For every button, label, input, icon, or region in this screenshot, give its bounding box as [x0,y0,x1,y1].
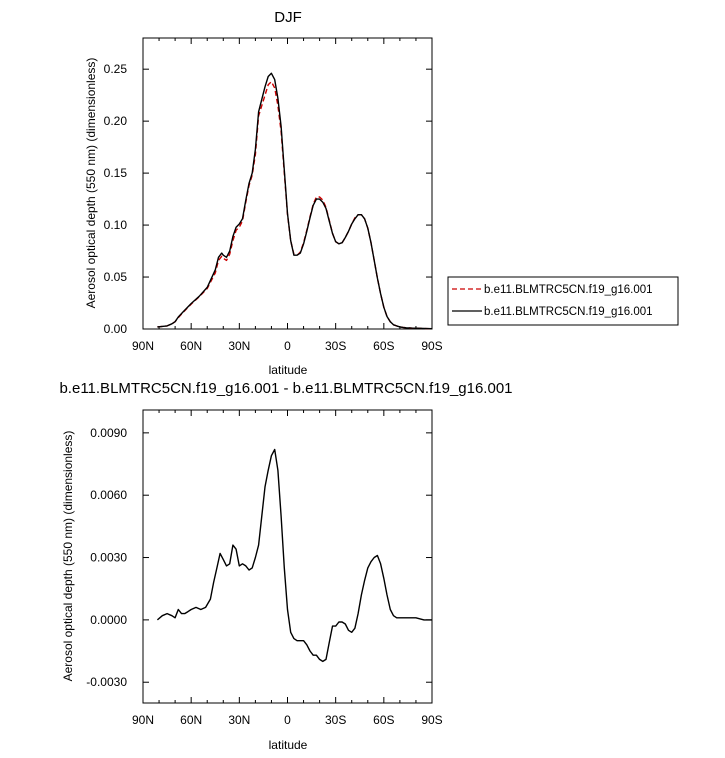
top-xtick-label: 30S [325,339,346,353]
bottom-xtick-label: 30N [228,713,250,727]
top-xtick-label: 60S [373,339,394,353]
bottom-xtick-label: 60S [373,713,394,727]
top-xtick-label: 30N [228,339,250,353]
legend-label-series-1: b.e11.BLMTRC5CN.f19_g16.001 [484,284,653,296]
top-plot-frame [142,37,433,330]
bottom-chart-title: b.e11.BLMTRC5CN.f19_g16.001 - b.e11.BLMT… [59,380,512,397]
top-x-axis-label: latitude [269,363,308,377]
top-ytick-label: 0.05 [104,270,128,284]
bottom-ytick-label: 0.0060 [90,488,127,502]
legend: b.e11.BLMTRC5CN.f19_g16.001 b.e11.BLMTRC… [447,276,679,326]
top-y-axis-label: Aerosol optical depth (550 nm) (dimensio… [84,58,98,309]
top-xtick-label: 0 [284,339,291,353]
bottom-xtick-label: 30S [325,713,346,727]
bottom-ytick-label: 0.0090 [90,426,127,440]
bottom-ytick-label: 0.0000 [90,613,127,627]
bottom-xtick-label: 90N [132,713,154,727]
top-ytick-label: 0.15 [104,166,128,180]
bottom-xtick-label: 0 [284,713,291,727]
top-panel: DJF 0.00 0.05 0.10 0.15 0.20 0.25 90N 60N 30N 0 3… [84,9,443,377]
legend-box [447,276,679,326]
top-series-2-line [157,72,433,330]
bottom-ytick-label: 0.0030 [90,551,127,565]
top-series-1-line [157,80,433,330]
top-ytick-label: 0.20 [104,114,128,128]
bottom-y-axis-label: Aerosol optical depth (550 nm) (dimensio… [61,431,75,682]
legend-label-series-2: b.e11.BLMTRC5CN.f19_g16.001 [484,306,653,318]
bottom-ytick-label: -0.0030 [86,675,127,689]
top-ytick-label: 0.25 [104,62,128,76]
bottom-series-1-line [156,448,432,663]
top-xtick-label: 60N [180,339,202,353]
top-ytick-label: 0.10 [104,218,128,232]
top-xtick-label: 90S [421,339,442,353]
bottom-xtick-label: 90S [421,713,442,727]
top-ytick-label: 0.00 [104,322,128,336]
top-chart-title: DJF [274,9,302,26]
bottom-x-axis-label: latitude [269,738,308,752]
bottom-panel: b.e11.BLMTRC5CN.f19_g16.001 - b.e11.BLMT… [59,380,512,752]
bottom-xtick-label: 60N [180,713,202,727]
bottom-plot-frame [142,409,433,704]
top-xtick-label: 90N [132,339,154,353]
